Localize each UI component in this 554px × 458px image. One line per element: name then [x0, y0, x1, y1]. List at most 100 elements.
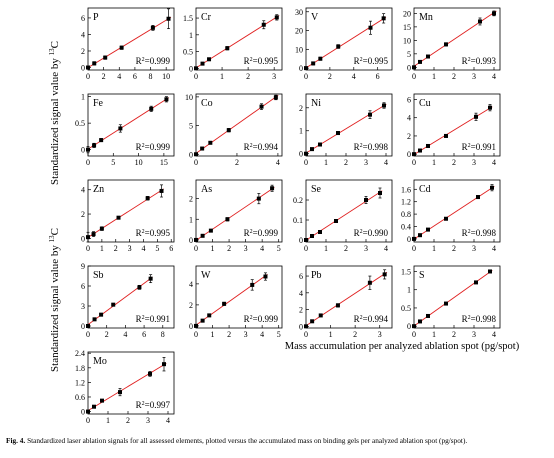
data-point	[92, 143, 97, 148]
y-tick-label: 3	[81, 302, 85, 311]
x-tick-label: 1	[432, 158, 436, 167]
data-point	[92, 317, 97, 322]
data-point	[426, 54, 430, 59]
x-tick-label: 6	[169, 244, 173, 253]
element-label: Mn	[419, 12, 433, 23]
y-tick-label: 0	[189, 64, 193, 73]
data-point	[208, 228, 213, 233]
data-point	[378, 191, 382, 195]
data-point	[91, 232, 96, 237]
x-tick-label: 0	[86, 72, 90, 81]
y-tick-label: 0.8	[401, 210, 411, 219]
y-tick-label: 0	[299, 236, 303, 245]
x-tick-label: 3	[128, 244, 132, 253]
data-point	[259, 104, 264, 109]
data-point	[137, 285, 142, 290]
x-tick-label: 4	[166, 416, 170, 425]
data-point	[382, 272, 387, 277]
data-point	[207, 57, 212, 62]
data-point	[335, 303, 340, 308]
element-label: Se	[311, 184, 322, 195]
data-point	[261, 22, 266, 27]
x-tick-label: 0	[194, 330, 198, 339]
data-point	[418, 148, 422, 153]
data-point	[226, 128, 231, 133]
y-tick-label: 0	[189, 236, 193, 245]
data-point	[207, 313, 212, 318]
y-tick-label: 1	[407, 286, 411, 295]
data-point	[118, 126, 123, 131]
panel-cu: 0 1 2 3 4 0 2 4 6 Cu R2=0.991	[407, 93, 501, 167]
y-tick-label: 1.2	[401, 198, 411, 207]
x-tick-label: 3	[244, 330, 248, 339]
data-point	[263, 274, 268, 279]
data-point	[476, 195, 480, 200]
x-tick-label: 2	[452, 244, 456, 253]
x-tick-label: 10	[162, 72, 170, 81]
x-tick-label: 2	[452, 330, 456, 339]
data-point	[148, 276, 153, 281]
panel-s: 0 1 2 3 4 0 0.5 1 1.5 S R2=0.998	[401, 265, 501, 339]
panel-frame	[413, 93, 501, 157]
panel-mn: 0 1 2 3 4 0 5 10 15 20 Mn R2=0.993	[403, 7, 501, 81]
x-tick-label: 1	[211, 244, 215, 253]
data-point	[304, 324, 308, 329]
x-tick-label: 6	[133, 72, 137, 81]
fit-line	[87, 16, 172, 69]
panel-frame	[195, 265, 283, 329]
panel-frame	[87, 93, 175, 157]
element-label: S	[419, 270, 425, 281]
data-point	[166, 16, 171, 21]
y-tick-label: 0.1	[293, 216, 303, 225]
element-label: Zn	[93, 184, 104, 195]
panel-mo: 0 1 2 3 4 0 0.6 1.2 1.8 2.4 Mo R2=0.997	[75, 349, 175, 425]
x-tick-label: 0	[412, 330, 416, 339]
y-tick-label: 20	[403, 9, 411, 18]
x-tick-label: 1	[220, 72, 224, 81]
y-tick-label: 0	[81, 234, 85, 243]
y-tick-label: 20	[295, 27, 303, 36]
x-tick-label: 5	[277, 330, 281, 339]
r2-label: R2=0.995	[354, 56, 389, 66]
panel-frame	[413, 265, 501, 329]
panel-as: 0 1 2 3 4 5 0 1 2 As R2=0.999	[189, 179, 283, 253]
y-tick-label: 0	[407, 150, 411, 159]
x-tick-label: 3	[364, 244, 368, 253]
data-point	[444, 301, 448, 306]
panel-cr: 0 1 2 3 0 0.5 1 1.5 Cr R2=0.995	[183, 7, 283, 81]
fit-line	[87, 276, 153, 325]
y-tick-label: 1	[189, 31, 193, 40]
data-point	[304, 151, 308, 156]
data-point	[444, 133, 448, 138]
data-point	[488, 105, 492, 110]
panel-frame	[195, 179, 283, 243]
y-tick-label: 0	[81, 408, 85, 417]
element-label: Fe	[93, 98, 104, 109]
y-tick-label: 10	[185, 93, 193, 102]
panel-frame	[413, 179, 501, 243]
x-tick-label: 3	[472, 244, 476, 253]
y-tick-label: 4	[299, 289, 303, 298]
x-tick-label: 1	[100, 244, 104, 253]
y-tick-label: 4	[81, 30, 85, 39]
x-tick-label: 3	[272, 72, 276, 81]
x-tick-label: 2	[114, 244, 118, 253]
xlabel: Mass accumulation per analyzed ablation …	[285, 341, 520, 352]
x-tick-label: 4	[492, 72, 496, 81]
element-label: Pb	[311, 270, 322, 281]
x-tick-label: 0	[304, 244, 308, 253]
r2-label: R2=0.999	[244, 314, 279, 324]
x-tick-label: 5	[155, 244, 159, 253]
x-tick-label: 2	[353, 330, 357, 339]
x-tick-label: 15	[160, 158, 168, 167]
data-point	[318, 142, 322, 147]
element-label: As	[201, 184, 212, 195]
data-point	[225, 46, 230, 51]
x-tick-label: 2	[126, 416, 130, 425]
y-tick-label: 10	[295, 45, 303, 54]
element-label: Cr	[201, 12, 212, 23]
data-point	[412, 236, 416, 241]
x-tick-label: 1	[329, 330, 333, 339]
